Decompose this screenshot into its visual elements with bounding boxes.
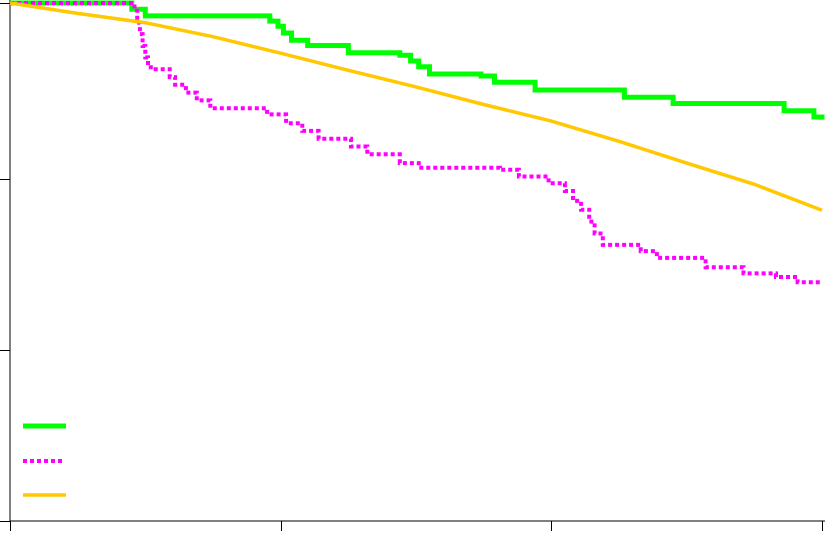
legend — [23, 423, 66, 497]
y-ticks — [0, 3, 10, 522]
series-orange-line — [9, 1, 823, 212]
series-magenta-line — [10, 1, 822, 285]
series-layer — [9, 0, 825, 285]
axes — [9, 0, 825, 522]
series-green-line — [10, 0, 825, 120]
x-ticks — [10, 521, 823, 531]
